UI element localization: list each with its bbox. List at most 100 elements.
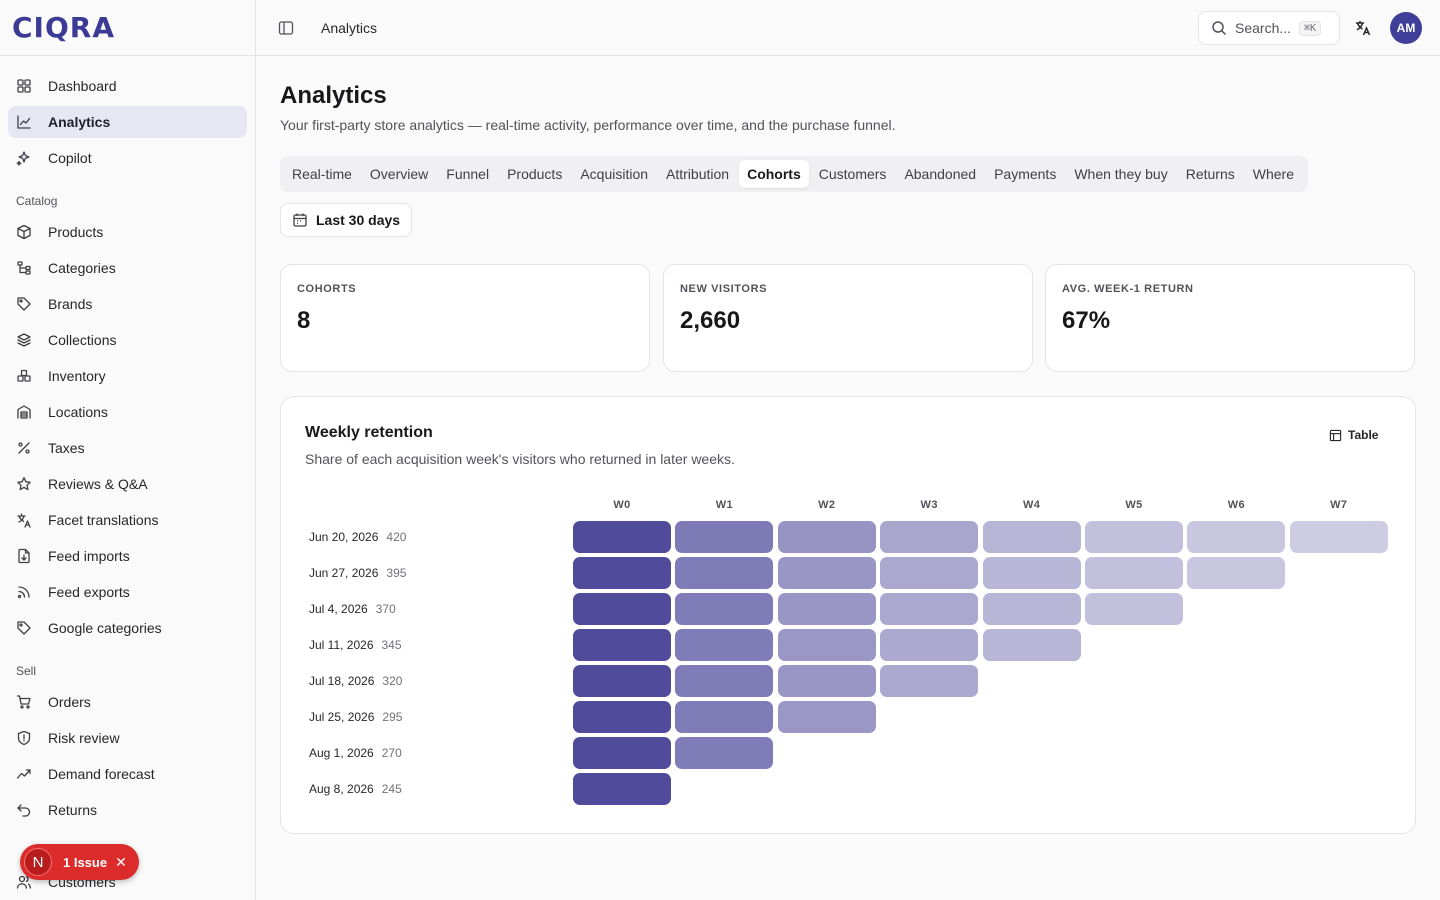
tab-abandoned[interactable]: Abandoned <box>904 166 977 182</box>
retention-cell[interactable] <box>1289 521 1388 553</box>
sidebar-item-orders[interactable]: Orders <box>8 686 247 718</box>
sidebar-item-reviews-q-a[interactable]: Reviews & Q&A <box>8 468 247 500</box>
retention-cell[interactable] <box>982 593 1081 625</box>
tab-products[interactable]: Products <box>507 166 563 182</box>
translate-icon[interactable] <box>1354 19 1372 37</box>
retention-cell[interactable] <box>982 521 1081 553</box>
retention-cell[interactable] <box>573 557 671 589</box>
sidebar-item-label: Demand forecast <box>48 766 155 782</box>
close-icon[interactable]: ✕ <box>115 853 127 870</box>
retention-cell[interactable] <box>777 521 876 553</box>
breadcrumb[interactable]: Analytics <box>321 19 378 36</box>
retention-cell[interactable] <box>675 701 774 733</box>
logo-text: CIQRA <box>12 11 115 44</box>
search-input[interactable]: Search... ⌘K <box>1198 11 1340 45</box>
retention-cell[interactable] <box>573 593 671 625</box>
retention-cell[interactable] <box>1085 593 1183 625</box>
retention-cell[interactable] <box>880 665 979 697</box>
logo[interactable]: CIQRA <box>0 0 255 56</box>
sidebar-item-inventory[interactable]: Inventory <box>8 360 247 392</box>
main-content: Analytics Your first-party store analyti… <box>256 56 1440 900</box>
tab-customers[interactable]: Customers <box>818 166 887 182</box>
file-import-icon <box>16 548 32 564</box>
page-title: Analytics <box>280 82 387 109</box>
retention-cell[interactable] <box>1085 557 1183 589</box>
avatar[interactable]: AM <box>1390 12 1422 44</box>
retention-cell[interactable] <box>675 521 774 553</box>
retention-cell[interactable] <box>777 593 876 625</box>
topbar: Analytics Search... ⌘K AM <box>256 0 1440 56</box>
table-view-button[interactable]: Table <box>1329 428 1378 442</box>
sidebar-item-copilot[interactable]: Copilot <box>8 142 247 174</box>
tab-returns[interactable]: Returns <box>1185 166 1235 182</box>
retention-cell[interactable] <box>777 665 876 697</box>
retention-cell[interactable] <box>880 557 979 589</box>
sidebar-item-label: Categories <box>48 260 116 276</box>
trend-icon <box>16 766 32 782</box>
retention-cell[interactable] <box>1085 521 1183 553</box>
retention-cell[interactable] <box>675 737 774 769</box>
cart-icon <box>16 694 32 710</box>
retention-cell[interactable] <box>573 629 671 661</box>
tab-attribution[interactable]: Attribution <box>666 166 730 182</box>
sidebar-item-facet-translations[interactable]: Facet translations <box>8 504 247 536</box>
undo-icon <box>16 802 32 818</box>
search-icon <box>1212 21 1227 36</box>
layers-icon <box>16 332 32 348</box>
cohort-label: Jul 4, 2026 370 <box>309 593 396 625</box>
column-header: W0 <box>613 499 631 511</box>
date-range-label: Last 30 days <box>316 212 401 228</box>
sidebar-item-demand-forecast[interactable]: Demand forecast <box>8 758 247 790</box>
sidebar-item-dashboard[interactable]: Dashboard <box>8 70 247 102</box>
retention-cell[interactable] <box>675 593 774 625</box>
table-icon <box>1329 429 1342 441</box>
tab-acquisition[interactable]: Acquisition <box>580 166 649 182</box>
issue-label: 1 Issue <box>63 854 108 870</box>
issue-badge: N <box>24 848 52 876</box>
tab-payments[interactable]: Payments <box>994 166 1057 182</box>
tab-overview[interactable]: Overview <box>369 166 429 182</box>
retention-cell[interactable] <box>573 701 671 733</box>
sidebar-item-collections[interactable]: Collections <box>8 324 247 356</box>
sidebar-item-products[interactable]: Products <box>8 216 247 248</box>
sidebar-item-analytics[interactable]: Analytics <box>8 106 247 138</box>
retention-cell[interactable] <box>880 593 979 625</box>
retention-cell[interactable] <box>1187 557 1286 589</box>
retention-cell[interactable] <box>573 665 671 697</box>
retention-cell[interactable] <box>573 521 671 553</box>
retention-cell[interactable] <box>1187 521 1286 553</box>
sidebar-item-label: Brands <box>48 296 93 312</box>
retention-cell[interactable] <box>982 557 1081 589</box>
sidebar-item-feed-exports[interactable]: Feed exports <box>8 576 247 608</box>
sidebar-item-google-categories[interactable]: Google categories <box>8 612 247 644</box>
retention-cell[interactable] <box>880 521 979 553</box>
sidebar-item-returns[interactable]: Returns <box>8 794 247 826</box>
tab-funnel[interactable]: Funnel <box>446 166 490 182</box>
sidebar-item-locations[interactable]: Locations <box>8 396 247 428</box>
sidebar-item-categories[interactable]: Categories <box>8 252 247 284</box>
tab-real-time[interactable]: Real-time <box>292 166 352 182</box>
tab-cohorts[interactable]: Cohorts <box>739 160 809 188</box>
sidebar-toggle-icon[interactable] <box>278 20 294 36</box>
retention-cell[interactable] <box>777 629 876 661</box>
retention-cell[interactable] <box>573 737 671 769</box>
date-range-button[interactable]: Last 30 days <box>280 203 413 237</box>
retention-cell[interactable] <box>675 557 774 589</box>
retention-cell[interactable] <box>777 557 876 589</box>
retention-cell[interactable] <box>675 665 774 697</box>
retention-cell[interactable] <box>880 629 979 661</box>
retention-cell[interactable] <box>777 701 876 733</box>
tab-where[interactable]: Where <box>1252 166 1294 182</box>
issue-indicator[interactable]: N 1 Issue ✕ <box>20 844 139 880</box>
sidebar-item-risk-review[interactable]: Risk review <box>8 722 247 754</box>
retention-cell[interactable] <box>573 773 671 805</box>
sidebar-item-label: Reviews & Q&A <box>48 476 148 492</box>
sidebar-item-brands[interactable]: Brands <box>8 288 247 320</box>
retention-cell[interactable] <box>675 629 774 661</box>
cohort-date: Aug 8, 2026 <box>309 782 374 796</box>
percent-icon <box>16 440 32 456</box>
sidebar-item-taxes[interactable]: Taxes <box>8 432 247 464</box>
retention-cell[interactable] <box>982 629 1081 661</box>
tab-when-they-buy[interactable]: When they buy <box>1074 166 1168 182</box>
sidebar-item-feed-imports[interactable]: Feed imports <box>8 540 247 572</box>
